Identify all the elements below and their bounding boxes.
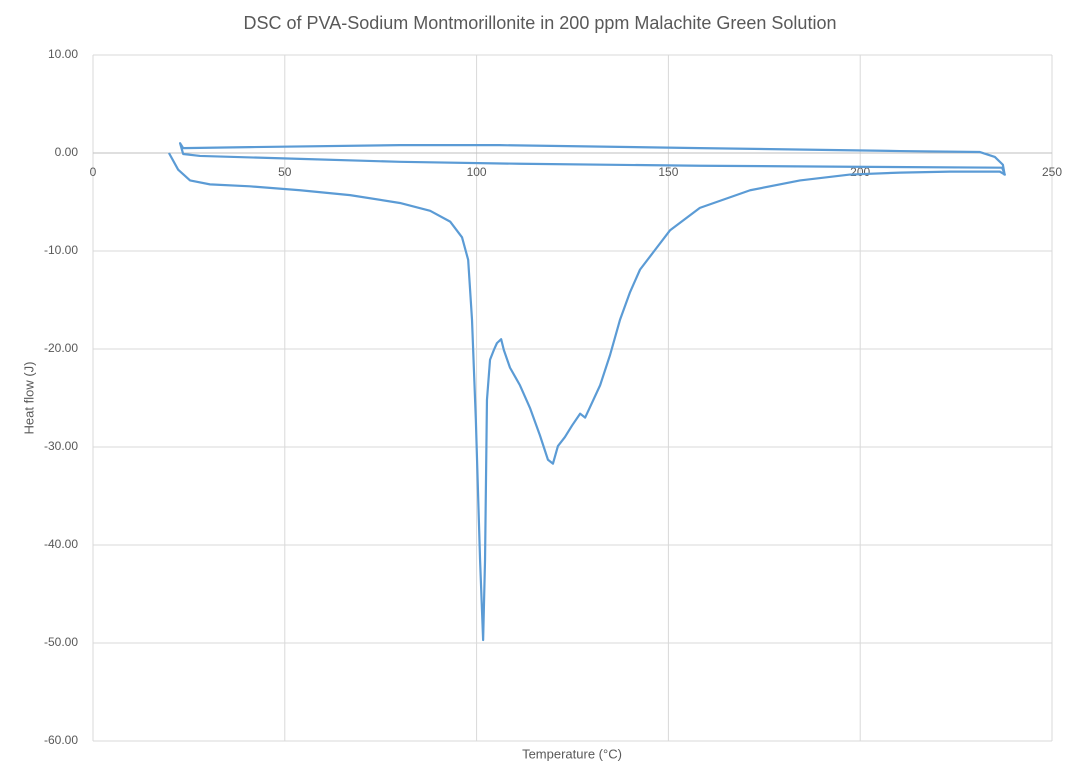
x-tick-label: 250	[1042, 165, 1062, 179]
x-tick-label: 150	[658, 165, 678, 179]
x-tick-label: 200	[850, 165, 870, 179]
y-tick-label: -40.00	[44, 537, 78, 551]
y-tick-label: -60.00	[44, 733, 78, 747]
x-axis-label: Temperature (°C)	[522, 746, 622, 761]
chart-title: DSC of PVA-Sodium Montmorillonite in 200…	[244, 13, 837, 33]
y-tick-label: -20.00	[44, 341, 78, 355]
y-tick-label: 0.00	[55, 145, 79, 159]
y-tick-label: -50.00	[44, 635, 78, 649]
x-tick-label: 50	[278, 165, 292, 179]
y-tick-label: -30.00	[44, 439, 78, 453]
y-axis-label: Heat flow (J)	[21, 362, 36, 435]
y-tick-label: -10.00	[44, 243, 78, 257]
x-tick-label: 100	[467, 165, 487, 179]
y-tick-label: 10.00	[48, 47, 78, 61]
x-tick-label: 0	[90, 165, 97, 179]
data-line	[167, 142, 1006, 642]
